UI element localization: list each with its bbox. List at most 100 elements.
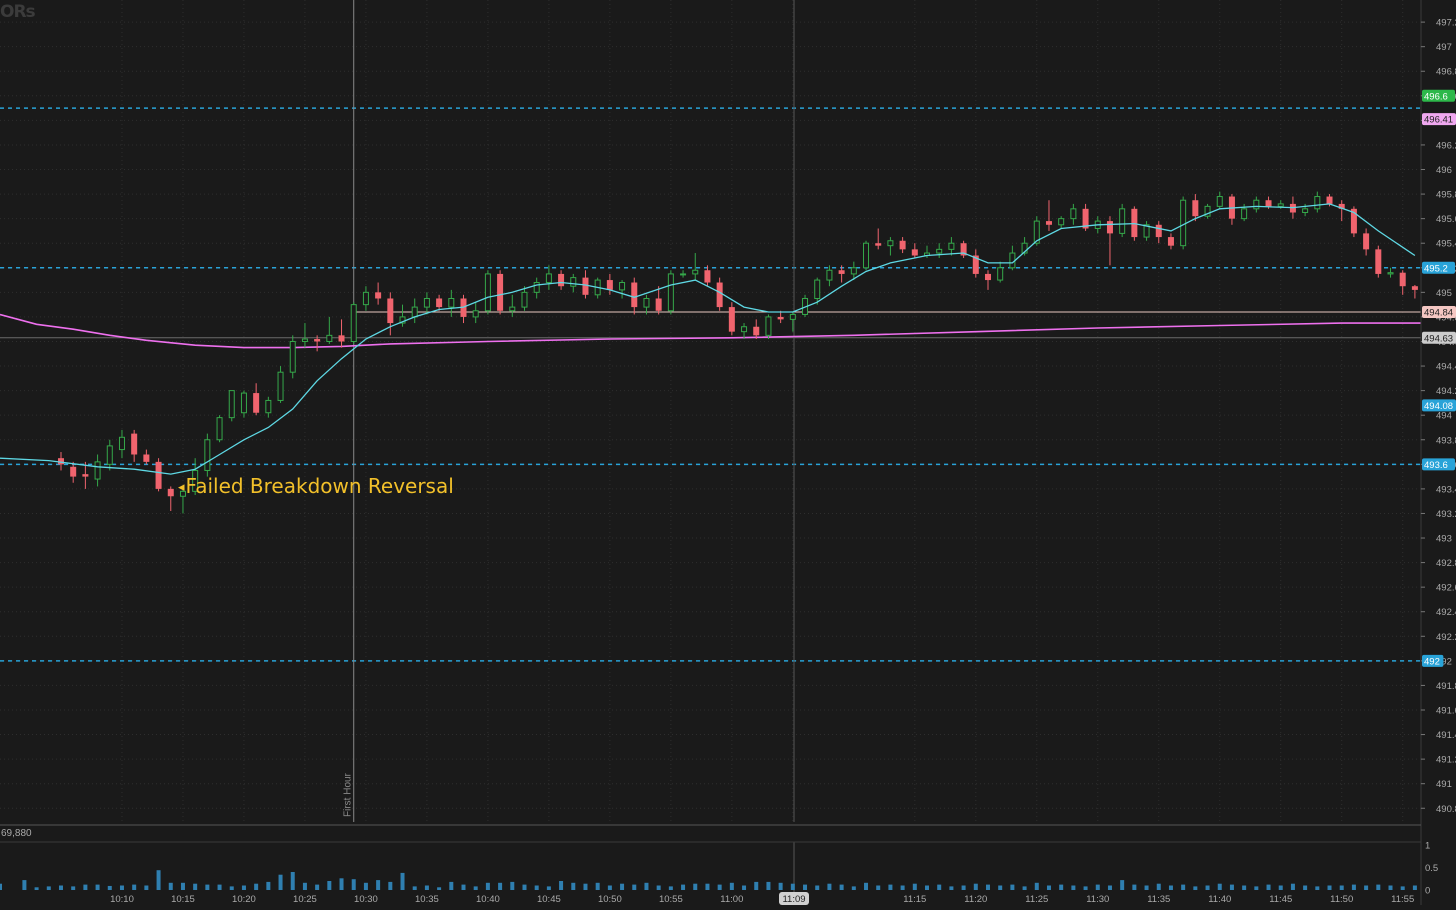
candle-body bbox=[350, 304, 357, 342]
candle-body bbox=[1302, 208, 1309, 214]
volume-bar bbox=[144, 885, 149, 890]
volume-bar bbox=[973, 883, 978, 890]
time-tick-label: 10:35 bbox=[415, 894, 439, 905]
crosshair-time-box bbox=[779, 892, 809, 905]
candle-body bbox=[472, 310, 479, 318]
candle-body bbox=[765, 316, 772, 336]
annotation-text: Failed Breakdown Reversal bbox=[185, 474, 454, 498]
volume-bar bbox=[132, 884, 137, 890]
candle-body bbox=[179, 490, 186, 497]
candle-body bbox=[314, 339, 321, 342]
candle-body bbox=[118, 436, 125, 451]
price-tick-label: 496.8 bbox=[1436, 67, 1456, 78]
price-tick-label: 492 bbox=[1436, 656, 1452, 667]
volume-bar bbox=[95, 884, 100, 890]
volume-bar bbox=[1107, 885, 1112, 890]
volume-bar bbox=[485, 882, 490, 890]
volume-bar bbox=[1010, 884, 1015, 890]
time-tick-label: 11:35 bbox=[1147, 894, 1170, 905]
price-tick-label: 497.2 bbox=[1436, 18, 1456, 29]
candle-body bbox=[606, 280, 613, 290]
candle-body bbox=[106, 445, 113, 465]
volume-bar bbox=[949, 886, 954, 890]
volume-bar bbox=[1278, 885, 1283, 890]
price-tick-label: 493.4 bbox=[1436, 484, 1456, 495]
candle-body bbox=[216, 417, 223, 441]
candle-body bbox=[741, 326, 748, 333]
volume-bar bbox=[607, 885, 612, 890]
volume-bar bbox=[1217, 883, 1222, 890]
volume-pane[interactable]: 10.50 bbox=[0, 824, 1438, 897]
volume-bar bbox=[839, 884, 844, 890]
volume-bar bbox=[278, 874, 283, 890]
volume-bar bbox=[876, 885, 881, 890]
volume-bar bbox=[156, 870, 161, 890]
price-tick-label: 491 bbox=[1436, 779, 1452, 790]
volume-bar bbox=[351, 879, 356, 890]
volume-readout: 69,880 bbox=[1, 828, 32, 839]
candle-body bbox=[533, 282, 540, 293]
volume-bar bbox=[58, 885, 63, 890]
price-label-text: 493.6 bbox=[1424, 460, 1448, 471]
candle-body bbox=[789, 313, 796, 320]
candle-body bbox=[911, 249, 918, 256]
price-label-text: 496.41 bbox=[1424, 115, 1453, 126]
candle-body bbox=[155, 461, 162, 489]
volume-bar bbox=[790, 883, 795, 890]
volume-bar bbox=[119, 885, 124, 890]
candle-body bbox=[655, 298, 662, 311]
candle-body bbox=[582, 277, 589, 295]
volume-bar bbox=[742, 885, 747, 890]
volume-bar bbox=[266, 881, 271, 890]
candle-body bbox=[1338, 203, 1345, 209]
candle-body bbox=[826, 269, 833, 281]
volume-bar bbox=[168, 882, 173, 890]
candle-body bbox=[1375, 249, 1382, 274]
volume-bar bbox=[620, 883, 625, 890]
candle-body bbox=[521, 291, 528, 308]
volume-bar bbox=[34, 887, 39, 890]
volume-bar bbox=[1059, 884, 1064, 890]
price-tick-label: 493 bbox=[1436, 534, 1452, 545]
volume-bar bbox=[998, 885, 1003, 890]
price-tick-label: 491.2 bbox=[1436, 755, 1456, 766]
volume-bar bbox=[1034, 882, 1039, 890]
volume-bar bbox=[205, 884, 210, 890]
volume-bar bbox=[851, 886, 856, 890]
volume-bar bbox=[83, 884, 88, 890]
candle-body bbox=[643, 297, 650, 308]
volume-bar bbox=[315, 884, 320, 890]
candle-body bbox=[277, 371, 284, 401]
volume-bar bbox=[241, 885, 246, 890]
ema-layer bbox=[0, 203, 1416, 475]
time-tick-label: 10:30 bbox=[354, 894, 378, 905]
price-tick-label: 492.4 bbox=[1436, 607, 1456, 618]
candle-body bbox=[887, 240, 894, 247]
candle-body bbox=[558, 273, 565, 287]
volume-bar bbox=[22, 880, 27, 890]
price-label-box bbox=[1422, 261, 1455, 274]
price-tick-label: 495.4 bbox=[1436, 239, 1456, 250]
volume-bar bbox=[1376, 884, 1381, 890]
price-tick-label: 494 bbox=[1436, 411, 1452, 422]
price-tick-label: 492.8 bbox=[1436, 558, 1456, 569]
volume-bar bbox=[327, 881, 332, 890]
ticker-watermark: ORs bbox=[0, 2, 36, 22]
candle-body bbox=[936, 248, 943, 254]
first-hour-label: First Hour bbox=[343, 772, 354, 817]
price-axis[interactable]: 497.2497496.8496.6496.4496.2496495.8495.… bbox=[1420, 0, 1456, 905]
volume-bar bbox=[1168, 885, 1173, 890]
candle-body bbox=[1277, 203, 1284, 207]
volume-bar bbox=[766, 881, 771, 890]
volume-bar bbox=[412, 886, 417, 890]
volume-tick-label: 0 bbox=[1425, 886, 1430, 897]
volume-bar bbox=[583, 883, 588, 890]
candle-body bbox=[1387, 272, 1394, 275]
volume-bar bbox=[290, 872, 295, 890]
time-axis[interactable]: 10:10 10:15 10:20 10:25 10:30 10:35 10:40 10:45… bbox=[110, 892, 1414, 905]
candle-body bbox=[228, 390, 235, 419]
volume-bar bbox=[595, 882, 600, 890]
